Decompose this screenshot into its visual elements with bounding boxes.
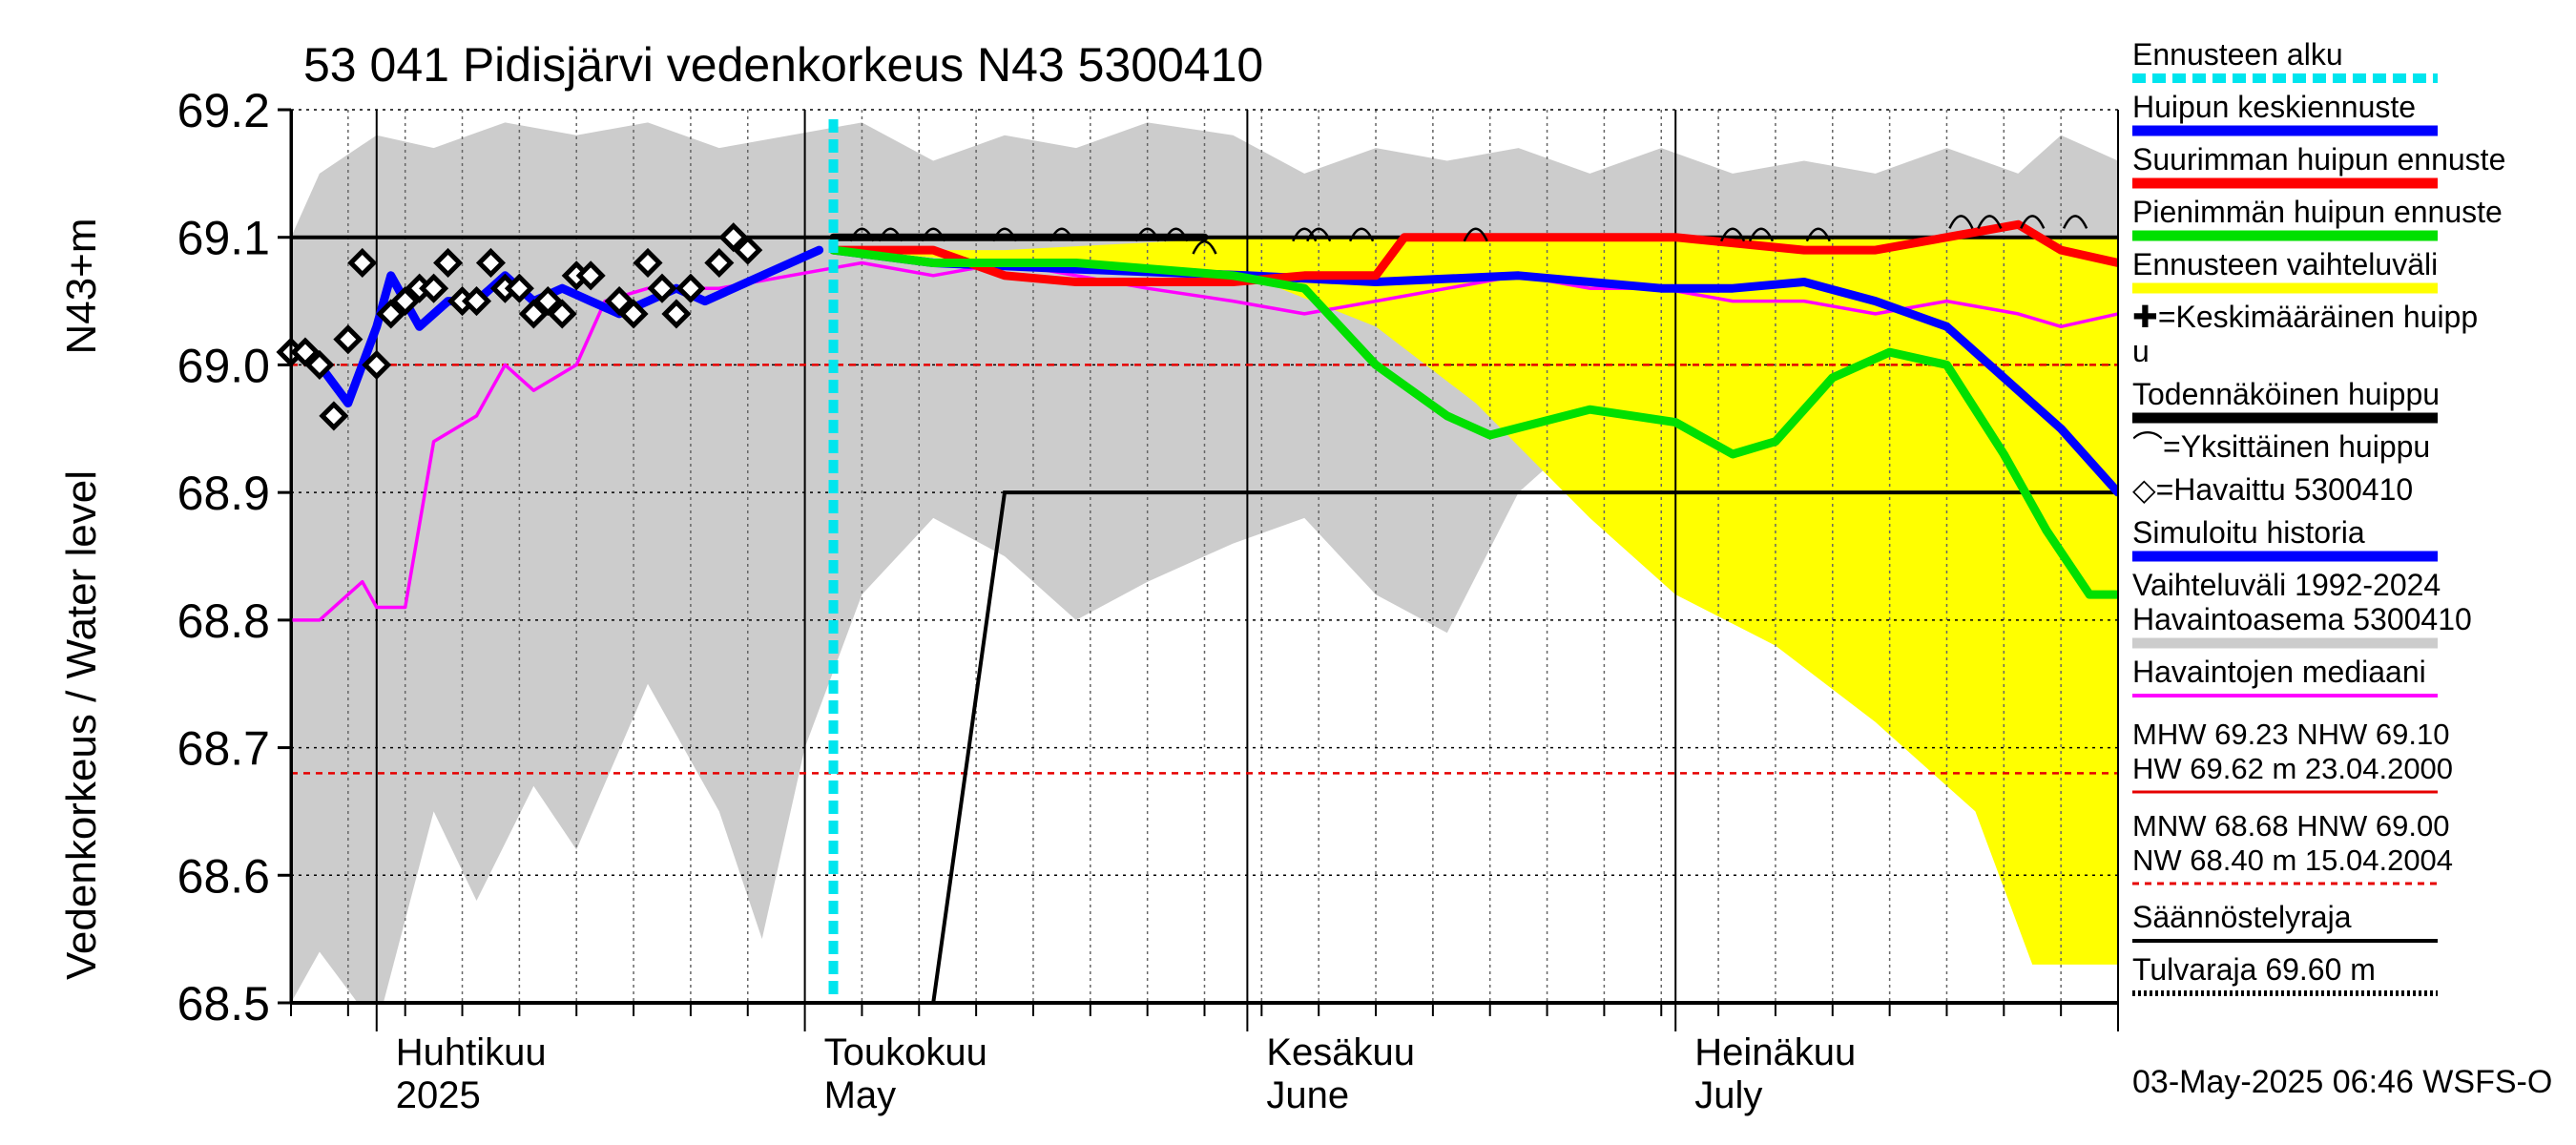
observed-marker xyxy=(718,222,749,253)
y-tick-label: 69.2 xyxy=(177,84,270,137)
legend-flood-label: Tulvaraja 69.60 m xyxy=(2132,952,2376,987)
x-month-label-fi: Toukokuu xyxy=(824,1031,987,1073)
legend-label-0: Ennusteen alku xyxy=(2132,37,2343,72)
y-tick-label: 68.9 xyxy=(177,467,270,520)
series-line-3 xyxy=(829,219,2118,286)
single-peak-marker xyxy=(1463,227,1488,242)
legend-stats-1-b: NW 68.40 m 15.04.2004 xyxy=(2132,843,2453,877)
observed-marker xyxy=(433,247,464,278)
legend-regulation-label: Säännöstelyraja xyxy=(2132,900,2352,934)
legend-label-2: Suurimman huipun ennuste xyxy=(2132,142,2505,177)
single-peak-marker xyxy=(921,227,946,242)
observed-marker xyxy=(390,286,421,317)
legend-label-4: Ennusteen vaihteluväli xyxy=(2132,247,2438,281)
legend-label-5: ✚=Keskimääräinen huipp xyxy=(2132,300,2478,334)
y-tick-label: 69.1 xyxy=(177,212,270,265)
series-line-4 xyxy=(829,245,2118,599)
legend-label-10-cont: Havaintoasema 5300410 xyxy=(2132,602,2472,636)
single-peak-marker xyxy=(1805,227,1831,242)
observed-marker xyxy=(419,273,449,303)
observed-marker xyxy=(504,273,534,303)
legend-label-10: Vaihteluväli 1992-2024 xyxy=(2132,568,2441,602)
observed-marker xyxy=(290,337,321,367)
legend-label-6: Todennäköinen huippu xyxy=(2132,377,2440,411)
x-month-label-fi: Kesäkuu xyxy=(1266,1031,1415,1073)
y-tick-label: 68.7 xyxy=(177,722,270,776)
single-peak-marker xyxy=(1306,227,1332,242)
observed-marker xyxy=(532,286,563,317)
x-month-label-en: June xyxy=(1266,1074,1349,1116)
single-peak-marker xyxy=(1948,215,1974,229)
x-month-label-en: July xyxy=(1694,1074,1762,1116)
single-peak-marker xyxy=(1292,227,1318,242)
single-peak-marker xyxy=(1348,227,1375,242)
single-peak-marker xyxy=(1977,215,2003,229)
observed-marker xyxy=(362,349,392,380)
legend: Ennusteen alku Huipun keskiennuste Suurimm… xyxy=(2132,37,2505,996)
legend-label-1: Huipun keskiennuste xyxy=(2132,90,2416,124)
y-unit-label: N43+m xyxy=(58,218,105,354)
single-peak-marker xyxy=(2020,215,2046,229)
x-month-label-en: May xyxy=(824,1074,897,1116)
y-tick-label: 68.6 xyxy=(177,849,270,903)
legend-label-11: Havaintojen mediaani xyxy=(2132,655,2426,689)
observed-marker xyxy=(661,299,692,329)
observed-marker xyxy=(475,247,506,278)
legend-label-8: ◇=Havaittu 5300410 xyxy=(2132,472,2413,507)
observed-marker xyxy=(733,235,763,265)
legend-label-3: Pienimmän huipun ennuste xyxy=(2132,195,2503,229)
legend-stats-0-a: MHW 69.23 NHW 69.10 xyxy=(2132,718,2450,751)
single-peak-marker xyxy=(878,227,904,242)
series-line-2 xyxy=(829,245,2118,497)
single-peak-marker xyxy=(1134,227,1160,242)
y-tick-label: 68.5 xyxy=(177,977,270,1030)
x-month-label-en: 2025 xyxy=(396,1074,481,1116)
observed-marker xyxy=(518,299,549,329)
single-peak-marker xyxy=(1719,227,1746,242)
observed-marker xyxy=(618,299,649,329)
observed-marker xyxy=(633,247,663,278)
legend-stats-1-a: MNW 68.68 HNW 69.00 xyxy=(2132,809,2450,843)
observed-marker xyxy=(319,401,349,431)
observed-marker xyxy=(675,273,706,303)
single-peak-marker xyxy=(1748,227,1775,242)
single-peak-marker xyxy=(2062,215,2088,229)
observed-marker xyxy=(461,286,492,317)
legend-label-7: ⌒=Yksittäinen huippu xyxy=(2132,429,2430,464)
single-peak-marker xyxy=(849,227,875,242)
single-peak-marker xyxy=(1192,239,1217,255)
footer-timestamp: 03-May-2025 06:46 WSFS-O xyxy=(2132,1064,2552,1100)
observed-marker xyxy=(575,260,606,291)
y-axis-label: Vedenkorkeus / Water level xyxy=(58,470,105,980)
observed-marker xyxy=(704,247,735,278)
y-tick-label: 69.0 xyxy=(177,339,270,392)
single-peak-marker xyxy=(1049,227,1075,242)
single-peak-marker xyxy=(991,227,1018,242)
observed-marker xyxy=(304,349,335,380)
legend-label-9: Simuloitu historia xyxy=(2132,515,2365,550)
single-peak-marker xyxy=(1163,227,1189,242)
x-month-label-fi: Heinäkuu xyxy=(1694,1031,1856,1073)
chart-title: 53 041 Pidisjärvi vedenkorkeus N43 53004… xyxy=(303,38,1263,92)
x-month-label-fi: Huhtikuu xyxy=(396,1031,547,1073)
observed-marker xyxy=(547,299,577,329)
observed-marker xyxy=(347,247,378,278)
y-tick-label: 68.8 xyxy=(177,594,270,648)
observed-marker xyxy=(647,273,677,303)
observed-marker xyxy=(376,299,406,329)
observed-marker xyxy=(333,324,364,355)
legend-stats-0-b: HW 69.62 m 23.04.2000 xyxy=(2132,752,2453,785)
observed-marker xyxy=(604,286,634,317)
regulation-limit-line xyxy=(291,110,2118,1003)
legend-label-5-cont: u xyxy=(2132,334,2150,368)
